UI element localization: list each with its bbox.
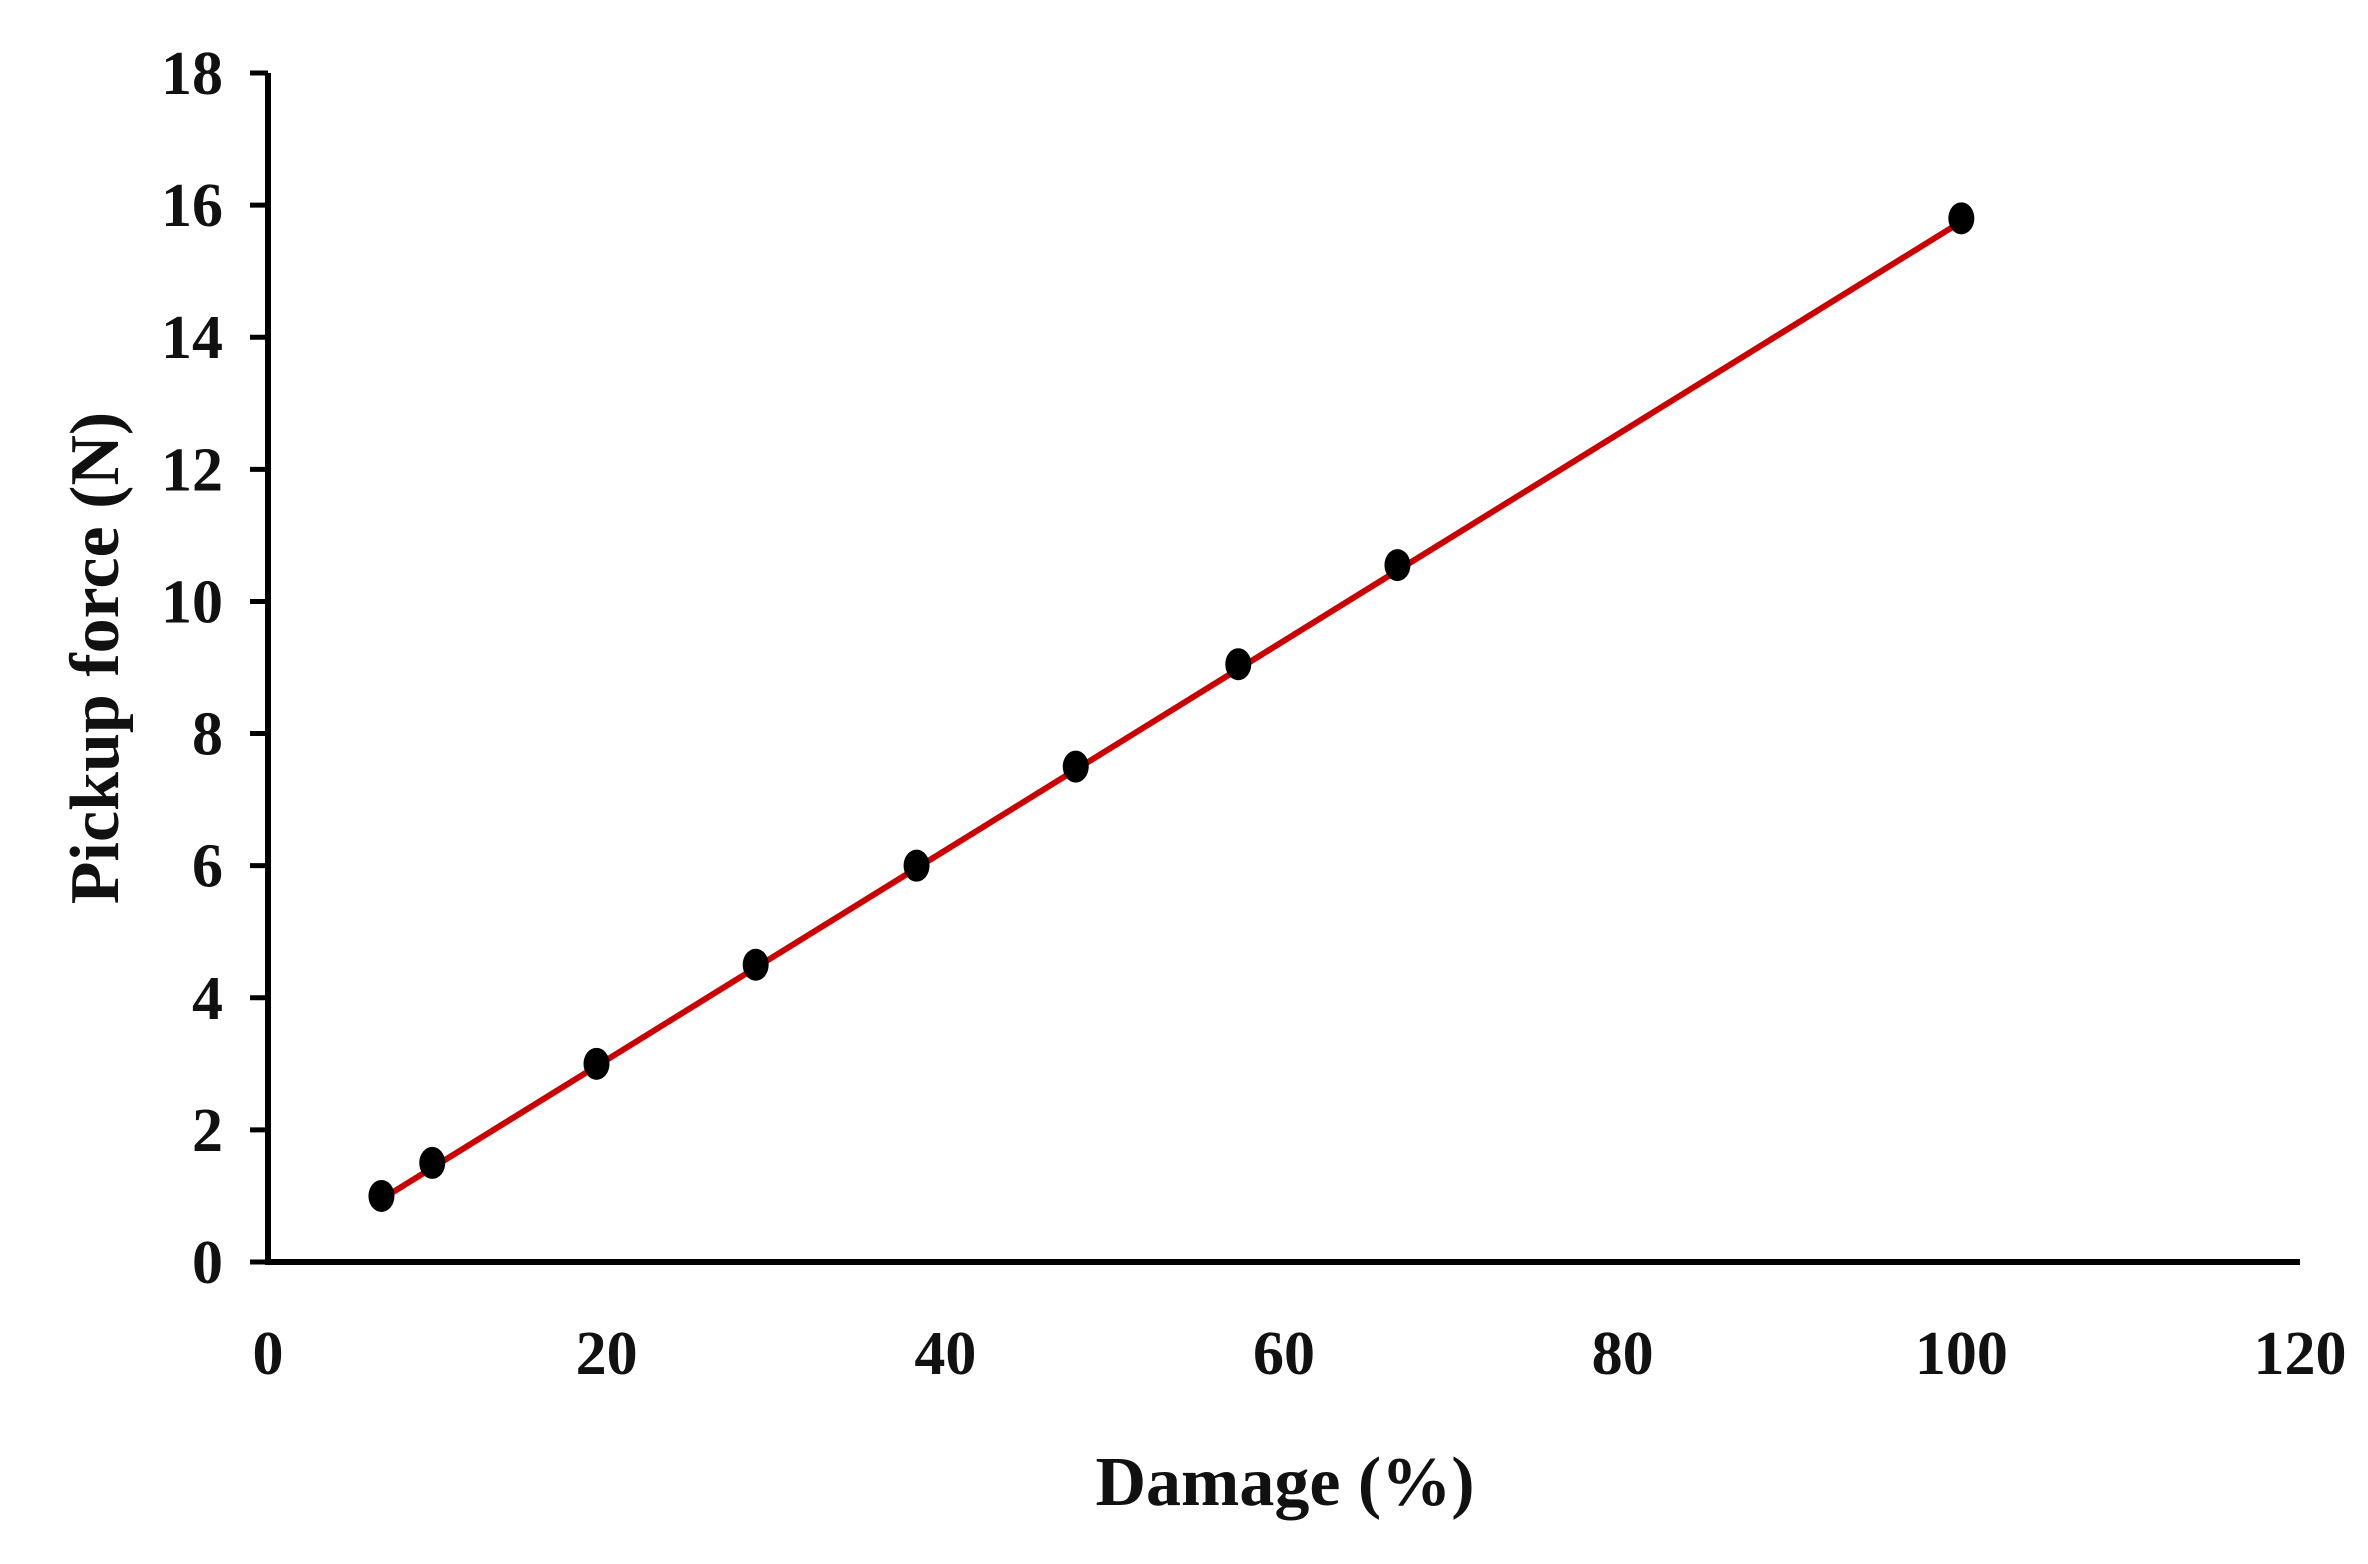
y-tick-label: 0 <box>192 1229 223 1297</box>
trendline <box>378 218 1965 1203</box>
x-tick-label: 100 <box>1915 1320 2008 1388</box>
x-tick-label: 0 <box>253 1320 284 1388</box>
y-tick-label: 6 <box>192 833 223 901</box>
x-tick-label: 80 <box>1592 1320 1654 1388</box>
y-tick-label: 18 <box>161 40 223 108</box>
x-axis-ticks: 0 20 40 60 80 100 120 <box>253 1320 2347 1388</box>
data-point <box>742 948 769 981</box>
x-axis-title: Damage (%) <box>1095 1444 1474 1521</box>
y-axis-title: Pickup force (N) <box>57 412 134 905</box>
data-point <box>1948 202 1975 235</box>
data-point <box>903 849 930 882</box>
y-tick-label: 14 <box>161 304 223 372</box>
axes <box>265 73 2300 1265</box>
data-point <box>1384 549 1411 582</box>
data-point <box>368 1179 395 1212</box>
data-point <box>583 1047 610 1080</box>
x-tick-label: 60 <box>1253 1320 1315 1388</box>
x-tick-label: 120 <box>2254 1320 2347 1388</box>
y-axis-ticks: 0 2 4 6 8 10 12 14 16 18 <box>161 40 268 1297</box>
x-tick-label: 20 <box>576 1320 638 1388</box>
y-tick-label: 16 <box>161 172 223 240</box>
y-tick-label: 10 <box>161 568 223 636</box>
y-tick-label: 12 <box>161 436 223 504</box>
data-point <box>1062 750 1089 783</box>
y-tick-label: 8 <box>192 701 223 769</box>
x-tick-label: 40 <box>914 1320 976 1388</box>
trendline-layer <box>378 218 1965 1203</box>
data-point <box>1225 648 1252 681</box>
data-points <box>368 202 1975 1212</box>
y-tick-label: 2 <box>192 1097 223 1165</box>
y-tick-label: 4 <box>192 965 223 1033</box>
data-point <box>419 1146 446 1179</box>
